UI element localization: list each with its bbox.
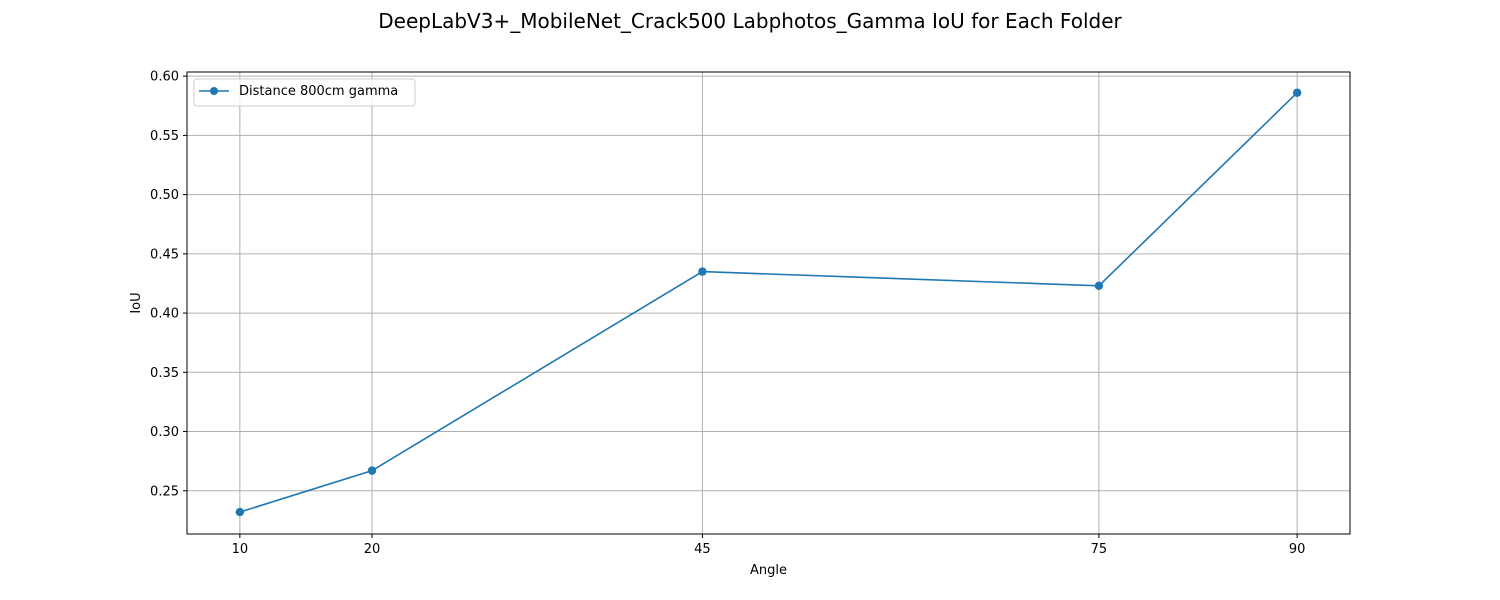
- data-point: [698, 267, 707, 276]
- y-tick-label: 0.40: [150, 307, 179, 322]
- data-point: [1292, 88, 1302, 97]
- y-tick-label: 0.25: [150, 484, 179, 499]
- chart-title: DeepLabV3+_MobileNet_Crack500 Labphotos_…: [378, 9, 1122, 33]
- data-point: [235, 507, 245, 517]
- x-tick-label: 75: [1091, 542, 1108, 557]
- y-tick-label: 0.35: [150, 366, 179, 381]
- legend-marker: [210, 87, 218, 95]
- data-point: [1094, 281, 1104, 291]
- y-tick-label: 0.45: [150, 247, 179, 262]
- x-tick-label: 90: [1289, 542, 1306, 557]
- legend-box: [193, 78, 416, 107]
- legend: Distance 800cm gamma: [193, 78, 416, 107]
- axis-ticks: 10 20 45 75 90 0.25 0.30 0.35 0.40 0.45 0.50 0.55 0.…: [150, 70, 1305, 557]
- x-tick-label: 45: [694, 542, 711, 557]
- series-line: [239, 92, 1298, 513]
- series-line-layer: [235, 88, 1302, 517]
- y-axis-label: IoU: [129, 292, 144, 313]
- x-tick-label: 10: [232, 542, 249, 557]
- legend-label: Distance 800cm gamma: [239, 84, 398, 99]
- y-tick-label: 0.30: [150, 425, 179, 440]
- x-axis-label: Angle: [750, 563, 787, 578]
- y-tick-label: 0.55: [150, 129, 179, 144]
- grid: [187, 72, 1350, 534]
- y-tick-label: 0.60: [150, 70, 179, 85]
- y-tick-label: 0.50: [150, 188, 179, 203]
- data-point: [367, 466, 377, 475]
- plot-area-frame: [186, 71, 1351, 535]
- x-tick-label: 20: [364, 542, 381, 557]
